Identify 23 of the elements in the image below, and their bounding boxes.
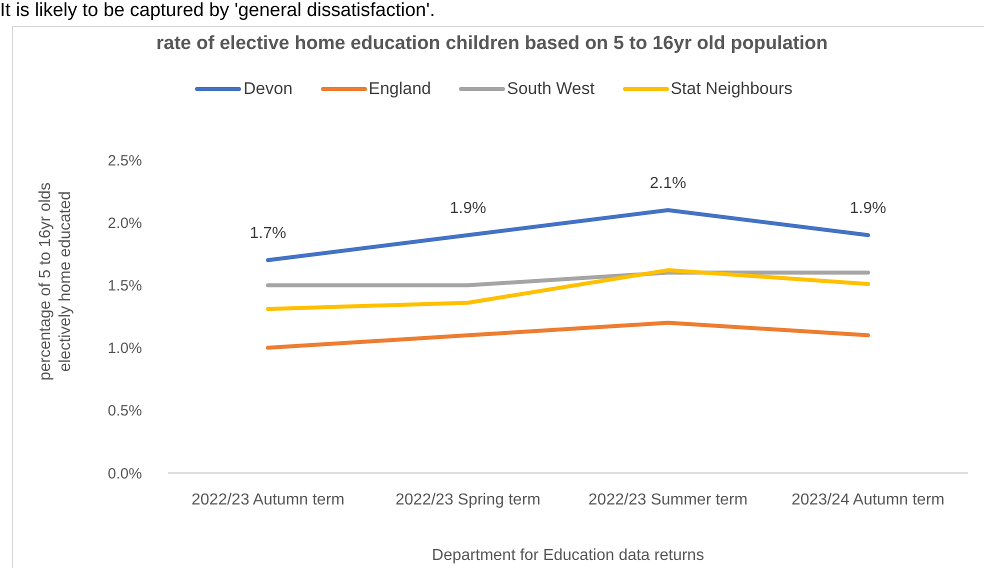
data-label: 2.1% — [650, 175, 686, 192]
y-tick-label: 0.5% — [108, 402, 142, 420]
legend-label: England — [368, 79, 432, 99]
y-tick-label: 1.0% — [108, 340, 142, 358]
y-tick-label: 1.5% — [108, 278, 142, 295]
legend-label: Stat Neighbours — [670, 79, 792, 99]
y-tick-label: 2.5% — [108, 152, 142, 170]
y-tick-label: 2.0% — [108, 214, 142, 232]
x-axis-title: Department for Education data returns — [432, 547, 704, 564]
y-tick-label: 0.0% — [108, 465, 142, 482]
data-label: 1.9% — [450, 200, 486, 218]
x-tick-label: 2023/24 Autumn term — [792, 491, 944, 508]
chart-title: rate of elective home education children based on 5 to 16yr old population — [155, 33, 829, 55]
data-label: 1.9% — [850, 200, 886, 218]
legend-label: South West — [506, 79, 595, 99]
x-tick-label: 2022/23 Summer term — [588, 491, 748, 508]
x-tick-label: 2022/23 Autumn term — [192, 491, 344, 508]
data-label: 1.7% — [250, 225, 286, 242]
text: It is likely to be captured by 'general dissatisfaction'. — [0, 0, 435, 22]
x-tick-label: 2022/23 Spring term — [396, 491, 540, 508]
legend-label: Devon — [242, 79, 293, 99]
y-axis-title: percentage of 5 to 16yr olds electively home educated — [37, 182, 74, 381]
line-series — [266, 268, 870, 311]
